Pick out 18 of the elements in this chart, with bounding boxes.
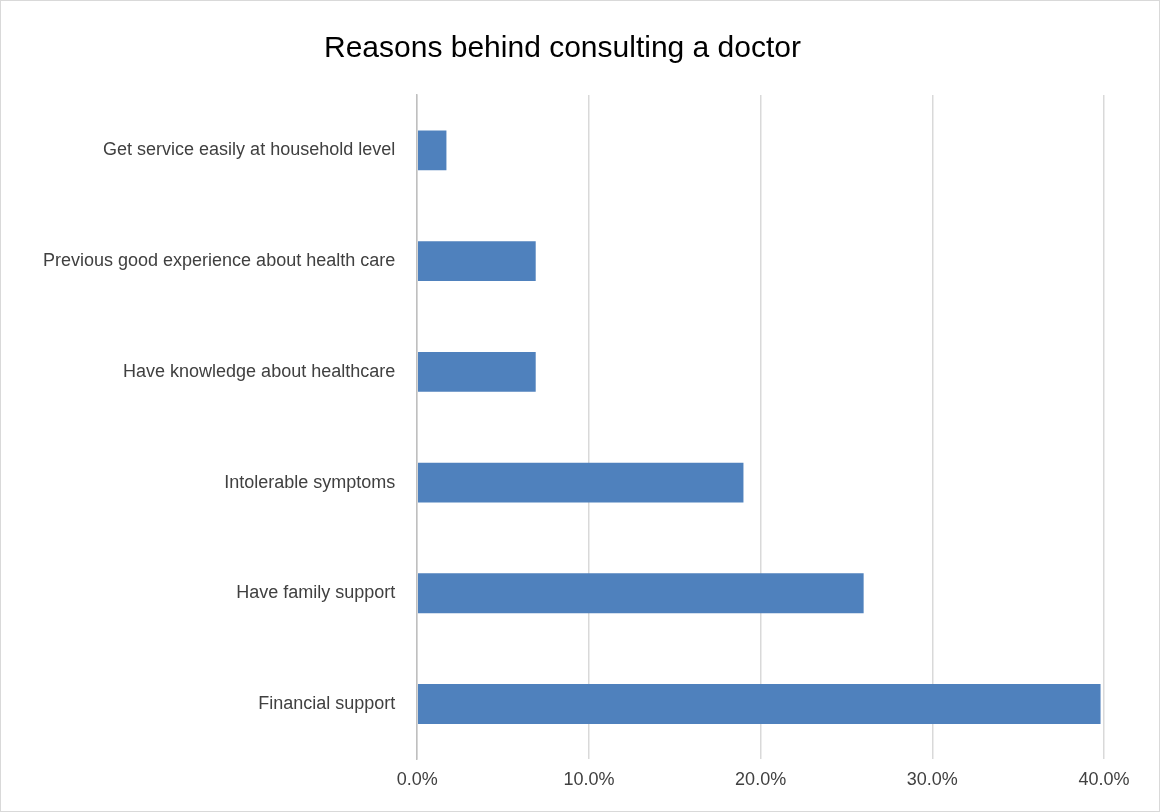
x-tick-label: 20.0% [735,769,787,790]
x-tick-label: 30.0% [906,769,958,790]
bar [417,573,864,614]
bar [417,684,1101,724]
y-tick-label: Have family support [236,582,396,603]
y-tick-label: Intolerable symptoms [224,471,396,492]
y-tick-label: Get service easily at household level [103,139,396,160]
chart-title: Reasons behind consulting a doctor [324,30,801,64]
y-tick-label: Previous good experience about health care [42,250,396,271]
x-tick-label: 0.0% [396,769,438,790]
x-tick-label: 40.0% [1078,769,1130,790]
y-tick-label: Financial support [258,693,396,713]
y-tick-label: Have knowledge about healthcare [123,360,396,381]
bar [417,351,536,392]
bar [417,241,536,282]
x-tick-label: 10.0% [563,769,615,790]
bar [417,130,447,171]
bar [417,462,744,503]
